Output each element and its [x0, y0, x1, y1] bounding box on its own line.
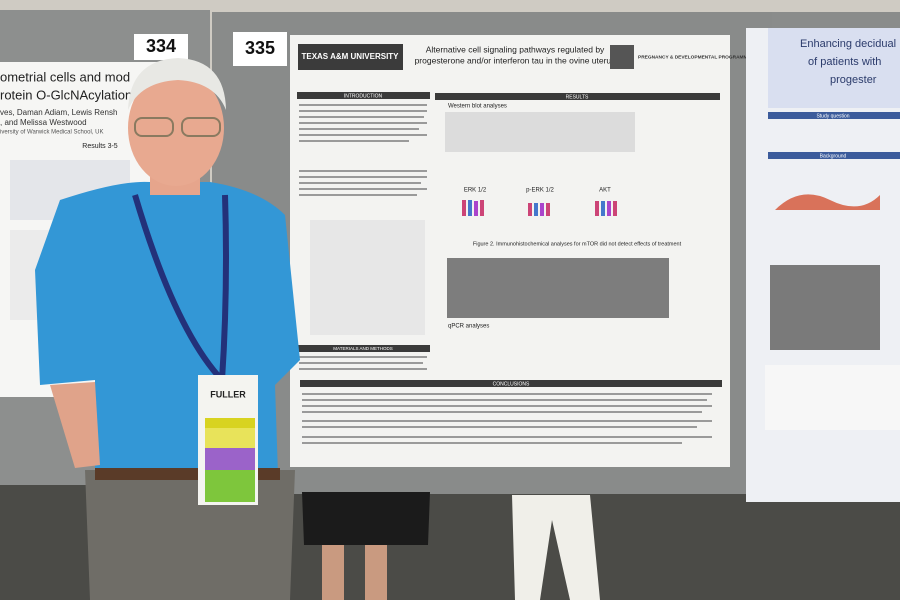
- bar-charts: [462, 200, 617, 216]
- body-text: [302, 393, 712, 444]
- chart-label: p-ERK 1/2: [526, 188, 554, 194]
- poster-title: Enhancing decidual: [800, 38, 896, 50]
- poster-figure: [775, 194, 880, 210]
- section-title: CONCLUSIONS: [493, 381, 530, 387]
- section-bar: [297, 92, 430, 99]
- board-number: 334: [146, 36, 176, 56]
- poster-text: rotein O-GlcNAcylation: [0, 87, 132, 102]
- poster-text: iversity of Warwick Medical School, UK: [0, 130, 103, 136]
- ribbon: [205, 448, 255, 470]
- logo-box: [298, 44, 403, 70]
- program: PREGNANCY & DEVELOPMENTAL PROGRAMMING: [638, 54, 756, 60]
- hair: [128, 58, 226, 110]
- section-bar: [768, 152, 900, 159]
- board-tag: [134, 34, 188, 60]
- legs: [322, 545, 344, 600]
- microscopy: [447, 258, 669, 318]
- board-tag: [233, 32, 287, 66]
- trousers: [85, 470, 295, 600]
- figure-caption: Figure 2. Immunohistochemical analyses f…: [473, 241, 682, 247]
- ribbon: [205, 428, 255, 448]
- poster-title: Alternative cell signaling pathways regu…: [426, 44, 605, 54]
- poster-title: progesterone and/or interferon tau in th…: [415, 55, 616, 65]
- poster-figure: [770, 265, 880, 350]
- poster-text: ometrial cells and mod: [0, 69, 130, 84]
- section-title: Background: [820, 153, 847, 159]
- poster-title: progester: [830, 74, 877, 86]
- program-logo: [610, 45, 634, 69]
- arm: [50, 382, 100, 468]
- face: [128, 70, 224, 186]
- section-bar: [768, 112, 900, 119]
- diagram: [310, 220, 425, 335]
- poster-title: of patients with: [808, 56, 881, 68]
- poster-section: Results 3-5: [82, 143, 118, 150]
- ribbon: [205, 418, 255, 428]
- section-bar: [435, 93, 720, 100]
- body-text: [299, 104, 427, 196]
- glasses: [181, 117, 221, 137]
- poster-text: ves, Daman Adiam, Lewis Rensh: [0, 108, 117, 117]
- section-title: RESULTS: [566, 94, 589, 100]
- subhead: qPCR analyses: [448, 324, 489, 330]
- section-bar: [300, 380, 722, 387]
- board-number: 335: [245, 38, 275, 58]
- legs: [365, 545, 387, 600]
- logo: TEXAS A&M UNIVERSITY: [301, 52, 399, 61]
- poster-text: , and Melissa Westwood: [0, 118, 87, 127]
- body-text: [299, 356, 427, 370]
- glasses: [134, 117, 174, 137]
- blot-images: [445, 112, 635, 152]
- lanyard: [132, 194, 229, 383]
- poster-figure: [765, 365, 900, 430]
- dress: [302, 492, 430, 545]
- section-bar: [297, 345, 430, 352]
- chart-label: ERK 1/2: [464, 188, 487, 194]
- badge-name: FULLER: [210, 389, 246, 399]
- poster-header: [768, 28, 900, 108]
- subhead: Western blot analyses: [448, 104, 507, 110]
- section-title: Study question: [816, 113, 849, 119]
- white-pants: [512, 495, 600, 600]
- chart-label: AKT: [599, 188, 611, 194]
- section-title: INTRODUCTION: [344, 93, 383, 99]
- ribbon: [205, 470, 255, 502]
- section-title: MATERIALS AND METHODS: [333, 346, 392, 351]
